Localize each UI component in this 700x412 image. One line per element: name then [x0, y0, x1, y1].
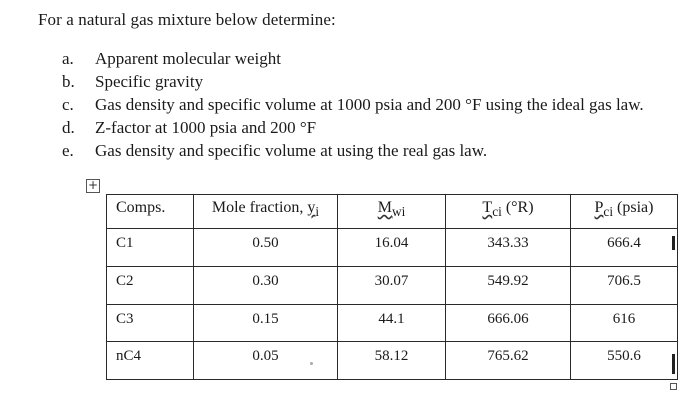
cell-critical-pressure: 616 — [570, 303, 678, 343]
question-text: Specific gravity — [95, 72, 204, 91]
table-move-handle-icon[interactable]: + — [86, 178, 100, 193]
table-resize-handle-right[interactable] — [672, 236, 675, 250]
header-mole-fraction-symbol: yi — [307, 199, 320, 220]
question-text: Apparent molecular weight — [95, 49, 281, 68]
question-marker: e. — [62, 141, 74, 160]
question-item: e. Gas density and specific volume at usi… — [62, 139, 644, 162]
question-item: d. Z-factor at 1000 psia and 200 °F — [62, 116, 644, 139]
cell-molecular-weight: 30.07 — [337, 265, 446, 305]
cell-critical-pressure: 550.6 — [570, 341, 678, 380]
question-marker: d. — [62, 118, 75, 137]
cell-molecular-weight: 58.12 — [337, 341, 446, 380]
question-marker: c. — [62, 95, 74, 114]
cell-component: nC4 — [106, 341, 194, 380]
table-row: nC4 0.05 58.12 765.62 550.6 — [106, 341, 678, 380]
question-marker: a. — [62, 49, 74, 68]
question-text: Gas density and specific volume at using… — [95, 141, 488, 160]
question-marker: b. — [62, 72, 75, 91]
table-resize-handle-lower[interactable] — [672, 354, 675, 374]
cell-molecular-weight: 16.04 — [337, 228, 446, 267]
cell-component: C1 — [106, 228, 194, 267]
cell-critical-pressure: 706.5 — [570, 265, 678, 305]
question-text: Z-factor at 1000 psia and 200 °F — [95, 118, 317, 137]
cell-critical-temperature: 666.06 — [445, 303, 571, 343]
question-list: a. Apparent molecular weight b. Specific g… — [62, 47, 644, 162]
table-header-row: Comps. Mole fraction, yi Mwi Tci (°R) Pc… — [106, 194, 678, 229]
cell-critical-pressure: 666.4 — [570, 228, 678, 267]
question-text: Gas density and specific volume at 1000 … — [95, 95, 644, 114]
table-row: C2 0.30 30.07 549.92 706.5 — [106, 265, 678, 305]
cell-component: C2 — [106, 265, 194, 305]
intro-text: For a natural gas mixture below determin… — [38, 10, 336, 29]
table-resize-corner-handle[interactable] — [670, 383, 677, 390]
header-mole-fraction-label: Mole fraction, — [211, 199, 308, 216]
cell-molecular-weight: 44.1 — [337, 303, 446, 343]
cell-mole-fraction: 0.30 — [193, 265, 338, 305]
cell-critical-temperature: 549.92 — [445, 265, 571, 305]
header-mole-fraction: Mole fraction, yi — [193, 194, 338, 229]
question-item: c. Gas density and specific volume at 100… — [62, 93, 644, 116]
cell-component: C3 — [106, 303, 194, 343]
cell-critical-temperature: 765.62 — [445, 341, 571, 380]
table-row: C3 0.15 44.1 666.06 616 — [106, 303, 678, 343]
stray-dot — [310, 362, 313, 365]
question-item: b. Specific gravity — [62, 70, 644, 93]
cell-mole-fraction: 0.05 — [193, 341, 338, 380]
cell-critical-temperature: 343.33 — [445, 228, 571, 267]
header-critical-temperature: Tci (°R) — [445, 194, 571, 229]
header-comps: Comps. — [106, 194, 194, 229]
gas-properties-table: Comps. Mole fraction, yi Mwi Tci (°R) Pc… — [106, 194, 678, 380]
header-critical-pressure: Pci (psia) — [570, 194, 678, 229]
question-item: a. Apparent molecular weight — [62, 47, 644, 70]
table-row: C1 0.50 16.04 343.33 666.4 — [106, 228, 678, 267]
cell-mole-fraction: 0.15 — [193, 303, 338, 343]
header-molecular-weight: Mwi — [337, 194, 446, 229]
cell-mole-fraction: 0.50 — [193, 228, 338, 267]
